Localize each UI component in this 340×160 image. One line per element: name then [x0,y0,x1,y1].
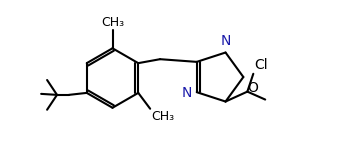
Text: N: N [182,86,192,100]
Text: O: O [247,81,258,95]
Text: CH₃: CH₃ [151,110,174,123]
Text: CH₃: CH₃ [101,16,124,29]
Text: Cl: Cl [254,58,268,72]
Text: N: N [220,34,231,48]
